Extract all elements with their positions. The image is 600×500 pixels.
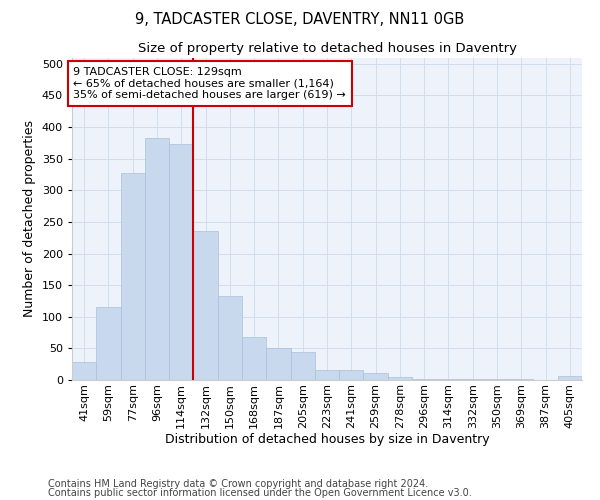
Bar (96, 306, 121, 380)
Bar (242, 337, 266, 380)
Text: 9 TADCASTER CLOSE: 129sqm
← 65% of detached houses are smaller (1,164)
35% of se: 9 TADCASTER CLOSE: 129sqm ← 65% of detac… (73, 67, 346, 100)
Bar (193, 232, 218, 380)
Title: Size of property relative to detached houses in Daventry: Size of property relative to detached ho… (137, 42, 517, 55)
Bar (266, 348, 290, 380)
Bar (145, 138, 169, 380)
Bar (169, 144, 193, 380)
Text: 9, TADCASTER CLOSE, DAVENTRY, NN11 0GB: 9, TADCASTER CLOSE, DAVENTRY, NN11 0GB (136, 12, 464, 28)
Bar (339, 370, 364, 380)
Bar (121, 172, 145, 380)
Bar (558, 376, 582, 380)
Y-axis label: Number of detached properties: Number of detached properties (23, 120, 36, 318)
Text: Contains HM Land Registry data © Crown copyright and database right 2024.: Contains HM Land Registry data © Crown c… (48, 479, 428, 489)
Bar (364, 373, 388, 380)
Bar (290, 352, 315, 380)
X-axis label: Distribution of detached houses by size in Daventry: Distribution of detached houses by size … (164, 434, 490, 446)
Text: Contains public sector information licensed under the Open Government Licence v3: Contains public sector information licen… (48, 488, 472, 498)
Bar (412, 378, 436, 380)
Bar (218, 296, 242, 380)
Bar (72, 362, 96, 380)
Bar (388, 377, 412, 380)
Bar (315, 370, 339, 380)
